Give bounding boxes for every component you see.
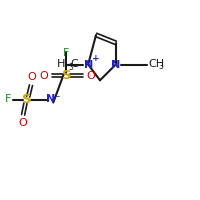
Text: C: C	[70, 59, 78, 69]
Text: O: O	[18, 118, 27, 128]
Text: N: N	[84, 60, 93, 70]
Text: O: O	[28, 72, 36, 82]
Text: F: F	[4, 94, 11, 104]
Text: N: N	[111, 60, 120, 70]
Text: −: −	[52, 91, 59, 100]
Text: +: +	[92, 54, 100, 63]
Text: CH: CH	[148, 59, 164, 69]
Text: S: S	[22, 93, 32, 106]
Text: F: F	[63, 48, 70, 58]
Text: H: H	[57, 59, 65, 69]
Text: 3: 3	[68, 63, 73, 72]
Text: N: N	[46, 94, 55, 104]
Text: S: S	[62, 69, 71, 82]
Text: 3: 3	[159, 62, 164, 71]
Text: O: O	[87, 71, 96, 81]
Text: O: O	[39, 71, 48, 81]
